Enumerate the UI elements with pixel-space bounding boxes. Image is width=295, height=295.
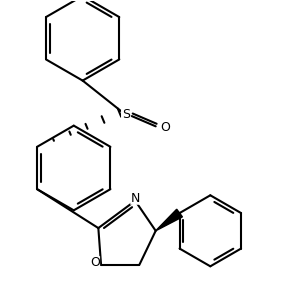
Text: N: N	[130, 191, 140, 204]
Text: O: O	[90, 256, 100, 269]
Text: S: S	[122, 108, 130, 121]
Text: O: O	[160, 121, 170, 134]
Polygon shape	[156, 209, 182, 231]
